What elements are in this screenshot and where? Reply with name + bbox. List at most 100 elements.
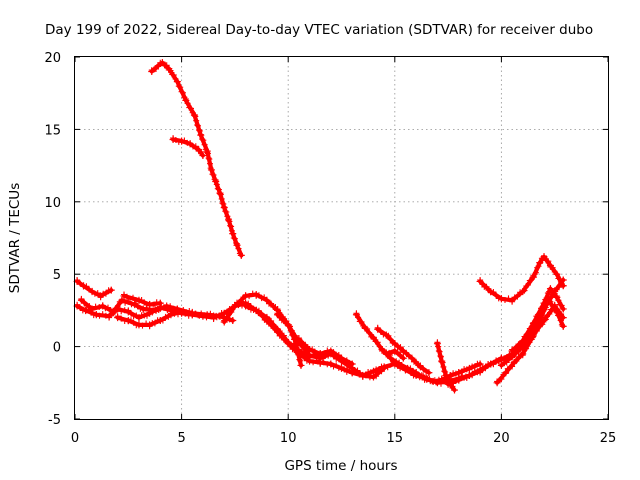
data-point — [546, 262, 554, 270]
data-point — [559, 305, 567, 313]
data-point — [378, 345, 386, 353]
data-point — [395, 360, 403, 368]
data-point — [80, 282, 88, 290]
data-point — [135, 321, 143, 329]
data-point — [163, 302, 171, 310]
data-point — [120, 292, 128, 300]
data-point — [146, 301, 154, 309]
x-tick-label: 0 — [71, 431, 79, 446]
series-arc-17 — [476, 253, 567, 305]
data-point — [169, 136, 177, 144]
x-axis-label: GPS time / hours — [284, 458, 397, 474]
data-point — [284, 338, 292, 346]
data-point — [306, 353, 314, 361]
data-point — [438, 357, 446, 365]
data-point — [220, 204, 228, 212]
data-point — [231, 302, 239, 310]
series-arc-13 — [374, 324, 433, 377]
data-point — [359, 372, 367, 380]
data-point — [508, 347, 516, 355]
data-point — [382, 350, 390, 358]
series-arc-15 — [433, 339, 458, 394]
series-arc-4 — [114, 308, 186, 330]
data-point — [158, 59, 166, 67]
series-trail — [495, 298, 566, 385]
data-point — [450, 386, 458, 394]
y-tick-label: 10 — [44, 196, 61, 211]
data-point — [338, 354, 345, 362]
data-point — [382, 331, 390, 339]
data-point — [553, 308, 561, 316]
data-point — [178, 137, 186, 145]
data-point — [92, 311, 100, 319]
data-point — [465, 364, 473, 372]
data-point — [529, 319, 537, 327]
data-point — [195, 146, 203, 154]
data-point — [553, 293, 561, 301]
data-point — [510, 359, 518, 367]
data-point — [225, 215, 233, 223]
data-point — [374, 325, 382, 333]
data-point — [242, 292, 250, 300]
data-point — [399, 347, 407, 355]
data-point — [131, 301, 139, 309]
data-point — [465, 372, 473, 380]
data-point — [156, 299, 164, 307]
data-point — [559, 282, 567, 290]
data-point — [399, 354, 407, 362]
data-point — [442, 372, 450, 380]
series-arc-20 — [508, 285, 567, 355]
series-arc-11 — [295, 335, 356, 368]
data-point — [148, 67, 156, 75]
series-arc-5 — [120, 291, 164, 309]
data-point — [387, 354, 395, 362]
plot-frame — [74, 56, 609, 420]
data-point — [263, 314, 271, 322]
data-point — [118, 296, 126, 304]
tick-layer: 0 5 10 15 20 25 -5 0 5 10 15 20 — [44, 51, 616, 446]
y-tick-label: -5 — [48, 413, 61, 428]
x-tick-label: 10 — [280, 431, 297, 446]
data-point — [109, 308, 117, 316]
x-tick-label: 5 — [177, 431, 185, 446]
series-arc-6 — [148, 59, 245, 259]
data-point — [546, 285, 554, 293]
data-point — [229, 230, 237, 238]
data-point — [421, 374, 429, 382]
y-tick-label: 15 — [44, 123, 61, 138]
data-point — [178, 308, 186, 316]
data-point — [519, 350, 527, 358]
data-point — [124, 317, 132, 325]
y-axis-label: SDTVAR / TECUs — [7, 183, 23, 293]
data-point — [216, 189, 224, 197]
data-point — [327, 347, 335, 355]
series-arc-19 — [493, 296, 567, 387]
data-point — [352, 311, 360, 319]
data-point — [412, 369, 420, 377]
data-point — [380, 364, 388, 372]
series-arc-10 — [274, 310, 305, 369]
data-point — [438, 376, 446, 384]
x-tick-label: 15 — [387, 431, 404, 446]
data-point — [529, 273, 537, 281]
data-point — [519, 337, 527, 345]
series-layer — [73, 59, 567, 394]
y-tick-label: 0 — [53, 341, 61, 356]
data-point — [146, 321, 154, 329]
series-arc-14 — [382, 347, 407, 362]
series-arc-1 — [73, 277, 115, 301]
data-point — [487, 360, 495, 368]
data-point — [233, 241, 241, 249]
data-point — [497, 361, 505, 369]
data-point — [154, 62, 162, 70]
data-point — [391, 347, 399, 355]
data-point — [237, 251, 245, 259]
data-point — [338, 364, 345, 372]
data-point — [82, 306, 90, 314]
data-point — [476, 360, 484, 368]
data-point — [212, 178, 220, 186]
data-point — [476, 277, 484, 285]
series-markers — [74, 277, 115, 301]
